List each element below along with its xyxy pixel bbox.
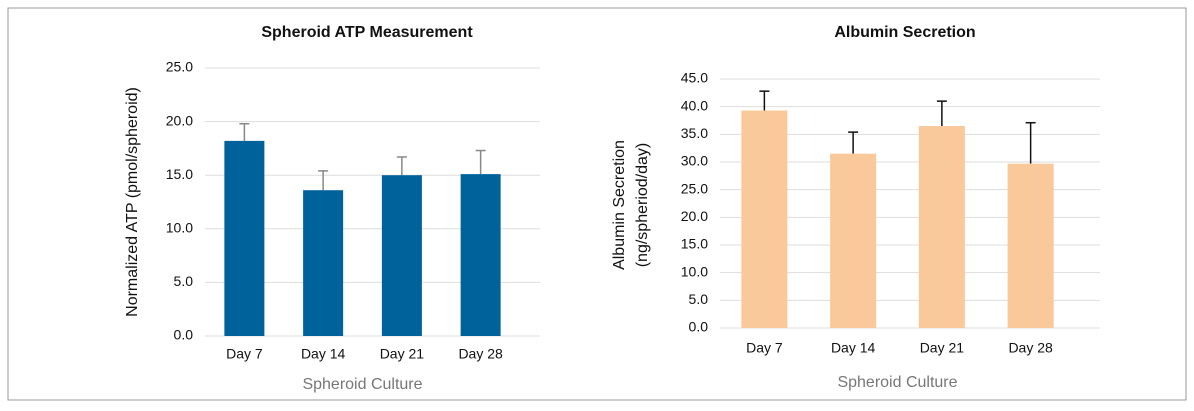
x-tick-label: Day 14 bbox=[831, 340, 876, 356]
y-tick-label: 35.0 bbox=[681, 125, 708, 141]
bar bbox=[303, 190, 344, 336]
bar bbox=[830, 153, 877, 328]
y-axis-label: (ng/spheriod/day) bbox=[634, 143, 651, 268]
y-tick-label: 25.0 bbox=[166, 59, 193, 75]
y-tick-label: 20.0 bbox=[681, 208, 708, 224]
bar bbox=[381, 175, 422, 336]
y-tick-label: 30.0 bbox=[681, 153, 708, 169]
frame bbox=[7, 7, 1187, 401]
y-tick-label: 15.0 bbox=[166, 166, 193, 182]
y-axis-label: Albumin Secretion bbox=[611, 140, 628, 270]
x-axis-label: Spheroid Culture bbox=[302, 376, 422, 393]
bar bbox=[224, 140, 265, 336]
bar bbox=[741, 110, 788, 328]
x-tick-label: Day 7 bbox=[746, 340, 783, 356]
x-axis-label: Spheroid Culture bbox=[837, 374, 957, 391]
y-tick-label: 5.0 bbox=[174, 273, 194, 289]
y-tick-label: 20.0 bbox=[166, 112, 193, 128]
y-tick-label: 10.0 bbox=[166, 220, 193, 236]
x-tick-label: Day 21 bbox=[920, 340, 965, 356]
x-tick-label: Day 21 bbox=[380, 346, 425, 362]
y-tick-label: 5.0 bbox=[689, 291, 709, 307]
chart-title: Spheroid ATP Measurement bbox=[261, 24, 473, 41]
x-tick-label: Day 28 bbox=[1008, 340, 1053, 356]
x-tick-label: Day 28 bbox=[458, 346, 503, 362]
y-tick-label: 45.0 bbox=[681, 70, 708, 86]
y-tick-label: 15.0 bbox=[681, 236, 708, 252]
x-tick-label: Day 14 bbox=[301, 346, 346, 362]
y-tick-label: 10.0 bbox=[681, 263, 708, 279]
y-axis-label: Normalized ATP (pmol/spheroid) bbox=[124, 87, 141, 317]
y-tick-label: 40.0 bbox=[681, 97, 708, 113]
y-tick-label: 0.0 bbox=[689, 319, 709, 335]
chart-title: Albumin Secretion bbox=[834, 24, 975, 41]
bar bbox=[460, 174, 501, 336]
bar bbox=[918, 126, 965, 329]
x-tick-label: Day 7 bbox=[226, 346, 263, 362]
y-tick-label: 25.0 bbox=[681, 180, 708, 196]
y-tick-label: 0.0 bbox=[174, 327, 194, 343]
bar bbox=[1007, 163, 1054, 328]
